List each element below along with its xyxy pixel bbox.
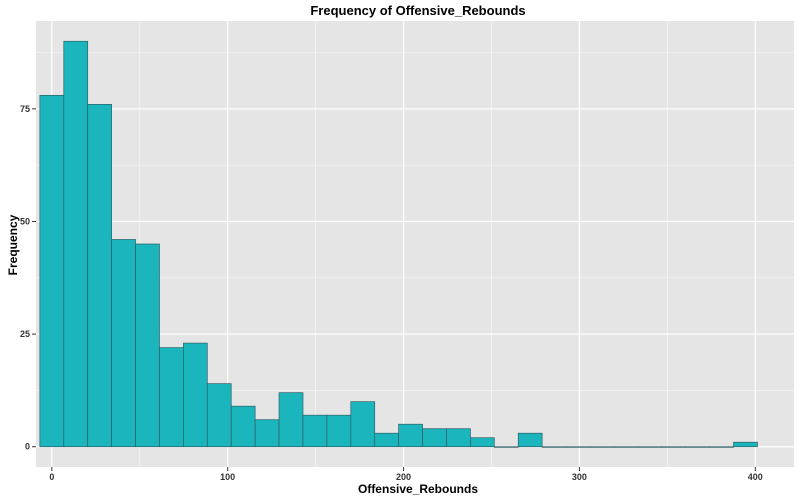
x-axis: 0 100 200 300 400 (49, 467, 763, 482)
histogram-bar (637, 446, 663, 448)
y-tick-label: 75 (20, 104, 30, 114)
chart-title: Frequency of Offensive_Rebounds (310, 3, 526, 18)
y-axis-title: Frequency (6, 214, 20, 276)
x-axis-title: Offensive_Rebounds (357, 482, 479, 496)
histogram-bar (206, 383, 232, 448)
y-tick-label: 50 (20, 216, 30, 226)
histogram-bar (159, 347, 184, 448)
x-tick-label: 100 (220, 472, 235, 482)
histogram-bar (374, 432, 399, 448)
histogram-bar (398, 423, 423, 448)
histogram-bar (517, 432, 543, 448)
y-axis: 0 25 50 75 (20, 104, 36, 452)
histogram-bar (709, 446, 734, 448)
x-tick-label: 300 (572, 472, 587, 482)
histogram-bar (183, 342, 208, 448)
histogram-bar (326, 414, 352, 448)
histogram-bar (302, 414, 328, 448)
histogram-bar (541, 446, 567, 448)
histogram-bar (350, 401, 376, 448)
histogram-bar (278, 392, 304, 448)
histogram-bar (470, 437, 495, 448)
histogram-bar (733, 441, 758, 448)
histogram-bar (87, 103, 112, 448)
histogram-bar (230, 405, 256, 448)
histogram-bar (63, 40, 89, 448)
x-tick-label: 400 (748, 472, 763, 482)
histogram-bar (661, 446, 687, 448)
histogram-bar (39, 94, 65, 448)
histogram-bar (613, 446, 639, 448)
histogram-bar (422, 428, 447, 448)
histogram-bar (254, 419, 280, 448)
histogram-bar (446, 428, 471, 448)
x-tick-label: 200 (396, 472, 411, 482)
histogram-bar (565, 446, 591, 448)
histogram-bar (111, 239, 136, 448)
histogram-bar (589, 446, 615, 448)
y-tick-label: 0 (25, 442, 30, 452)
x-tick-label: 0 (49, 472, 54, 482)
histogram-bars (39, 40, 758, 448)
y-tick-label: 25 (20, 329, 30, 339)
histogram-bar (493, 446, 519, 448)
histogram-bar (135, 243, 160, 448)
histogram-bar (685, 446, 710, 448)
